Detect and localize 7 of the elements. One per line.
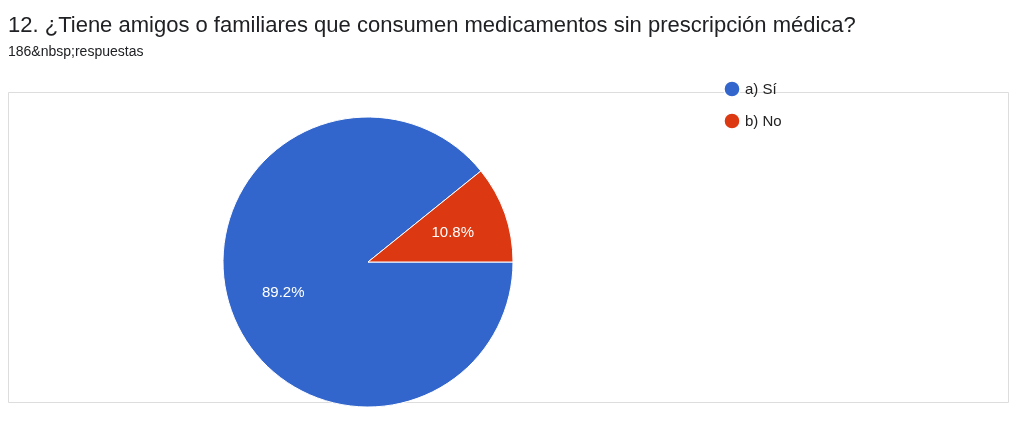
data-label: 10.8% xyxy=(431,223,475,241)
text: 186&nbsp;respuestas xyxy=(8,43,144,59)
pie-slice xyxy=(222,116,514,408)
legend-label: a) Sí xyxy=(745,80,778,97)
chart-title: 12. ¿Tiene amigos o familiares que consumen medicamentos sin prescripción médica? xyxy=(8,12,856,37)
legend-label: b) No xyxy=(745,112,782,129)
data-label: 89.2% xyxy=(261,282,305,300)
